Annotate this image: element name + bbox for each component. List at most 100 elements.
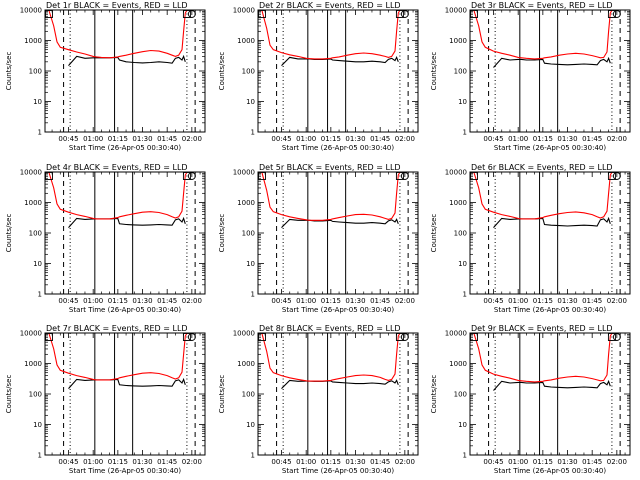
y-tick-label: 1 (251, 452, 255, 460)
panel-title: Det 9r BLACK = Events, RED = LLD (471, 324, 613, 333)
y-axis-label: Counts/sec (5, 375, 13, 414)
x-tick-label: 01:15 (533, 297, 553, 305)
x-tick-label: 01:30 (132, 458, 152, 466)
marker-square (470, 10, 478, 18)
x-axis-label: Start Time (26-Apr-05 00:30:40) (282, 144, 394, 152)
y-tick-label: 100 (454, 391, 467, 399)
y-tick-label: 1000 (24, 199, 42, 207)
panel-det-8: Det 8r BLACK = Events, RED = LLD 1 10 100 10… (218, 324, 419, 475)
y-tick-label: 10000 (445, 169, 467, 177)
panel-title: Det 5r BLACK = Events, RED = LLD (259, 163, 401, 172)
series-line-lld (261, 333, 401, 382)
x-tick-label: 01:15 (321, 297, 341, 305)
y-tick-label: 100 (29, 391, 42, 399)
y-tick-label: 1000 (449, 360, 467, 368)
y-tick-label: 10 (33, 260, 42, 268)
x-tick-label: 01:30 (557, 458, 577, 466)
series-line-lld (261, 172, 401, 221)
y-axis-label: Counts/sec (218, 375, 226, 414)
marker-square (607, 172, 616, 180)
x-tick-label: 01:45 (582, 135, 602, 143)
panel-det-5: Det 5r BLACK = Events, RED = LLD 1 10 100 10… (218, 163, 419, 314)
marker-square (45, 333, 53, 341)
marker-square (182, 172, 191, 180)
marker-square (607, 10, 616, 18)
y-axis-label: Counts/sec (430, 214, 438, 253)
x-tick-label: 02:00 (607, 458, 627, 466)
x-axis-label: Start Time (26-Apr-05 00:30:40) (282, 467, 394, 475)
x-tick-label: 01:00 (296, 458, 316, 466)
y-tick-label: 10000 (233, 169, 255, 177)
y-tick-label: 1000 (449, 199, 467, 207)
y-tick-label: 1000 (24, 37, 42, 45)
x-tick-label: 00:45 (483, 458, 503, 466)
y-tick-label: 1 (463, 452, 467, 460)
y-tick-label: 10000 (20, 169, 42, 177)
x-tick-label: 01:30 (132, 135, 152, 143)
marker-square (395, 333, 404, 341)
x-tick-label: 01:00 (296, 135, 316, 143)
marker-square (258, 172, 266, 180)
x-tick-label: 01:45 (582, 458, 602, 466)
x-axis-label: Start Time (26-Apr-05 00:30:40) (494, 467, 606, 475)
x-tick-label: 01:00 (508, 458, 528, 466)
x-tick-label: 01:30 (345, 297, 365, 305)
y-axis-label: Counts/sec (5, 52, 13, 91)
series-line-lld (473, 10, 613, 60)
x-tick-label: 01:30 (557, 135, 577, 143)
x-tick-label: 01:15 (108, 297, 128, 305)
y-tick-label: 1000 (237, 360, 255, 368)
y-tick-label: 10000 (20, 330, 42, 338)
panel-det-3: Det 3r BLACK = Events, RED = LLD 1 10 100 10… (430, 1, 631, 152)
panel-det-2: Det 2r BLACK = Events, RED = LLD 1 10 100 10… (218, 1, 419, 152)
y-tick-label: 100 (29, 230, 42, 238)
marker-square (607, 333, 616, 341)
y-tick-label: 10000 (233, 7, 255, 15)
panel-title: Det 2r BLACK = Events, RED = LLD (259, 1, 401, 10)
x-tick-label: 00:45 (58, 297, 78, 305)
x-tick-label: 01:15 (108, 135, 128, 143)
y-tick-label: 1000 (237, 199, 255, 207)
y-tick-label: 1 (463, 129, 467, 137)
marker-square (182, 10, 191, 18)
y-tick-label: 1 (463, 291, 467, 299)
series-line-lld (473, 172, 613, 220)
panel-title: Det 8r BLACK = Events, RED = LLD (259, 324, 401, 333)
panel-title: Det 7r BLACK = Events, RED = LLD (46, 324, 188, 333)
series-line-lld (48, 333, 188, 381)
series-line-events (68, 54, 186, 66)
x-tick-label: 01:00 (83, 458, 103, 466)
x-tick-label: 01:15 (321, 458, 341, 466)
y-tick-label: 1 (38, 291, 42, 299)
y-tick-label: 100 (29, 68, 42, 76)
y-tick-label: 10 (458, 260, 467, 268)
y-tick-label: 10000 (445, 7, 467, 15)
y-tick-label: 100 (454, 230, 467, 238)
marker-square (258, 333, 266, 341)
x-tick-label: 01:00 (83, 135, 103, 143)
y-tick-label: 10000 (20, 7, 42, 15)
x-tick-label: 00:45 (271, 135, 291, 143)
y-tick-label: 10 (246, 260, 255, 268)
y-axis-label: Counts/sec (218, 52, 226, 91)
y-tick-label: 10 (33, 98, 42, 106)
series-line-lld (48, 10, 188, 59)
marker-circle (612, 10, 621, 18)
y-tick-label: 1 (38, 452, 42, 460)
x-tick-label: 01:45 (157, 458, 177, 466)
y-axis-label: Counts/sec (430, 375, 438, 414)
x-axis-label: Start Time (26-Apr-05 00:30:40) (69, 144, 181, 152)
x-tick-label: 01:45 (370, 297, 390, 305)
panel-det-1: Det 1r BLACK = Events, RED = LLD 1 10 100 10… (5, 1, 206, 152)
x-tick-label: 01:45 (582, 297, 602, 305)
y-tick-label: 10 (33, 421, 42, 429)
x-tick-label: 02:00 (607, 135, 627, 143)
series-line-events (493, 379, 611, 391)
y-tick-label: 100 (454, 68, 467, 76)
x-tick-label: 02:00 (395, 458, 415, 466)
panel-title: Det 3r BLACK = Events, RED = LLD (471, 1, 613, 10)
x-tick-label: 01:15 (108, 458, 128, 466)
x-tick-label: 02:00 (395, 135, 415, 143)
